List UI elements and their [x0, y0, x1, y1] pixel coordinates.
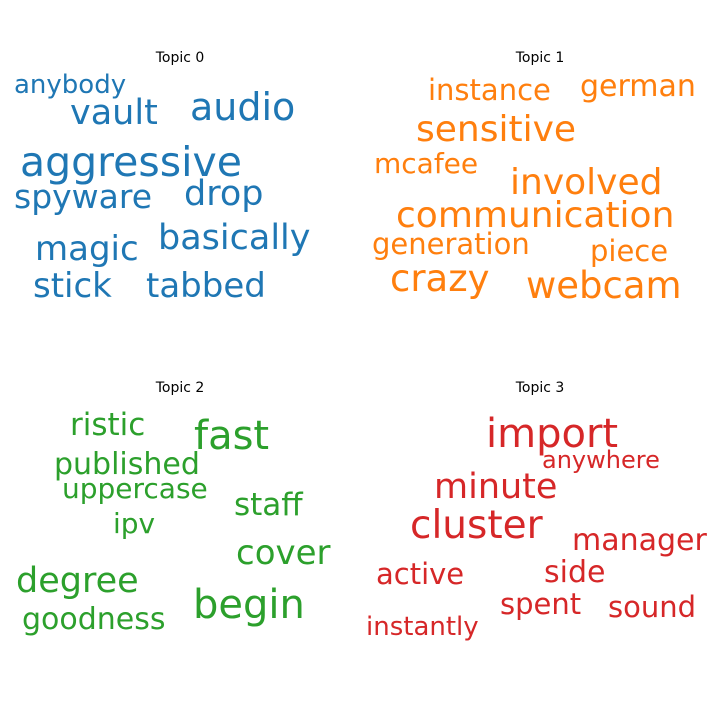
panel-title: Topic 2: [155, 380, 205, 396]
word-communication: communication: [396, 195, 675, 236]
panel-title: Topic 3: [515, 380, 565, 396]
word-magic: magic: [35, 229, 139, 269]
topic-panel-3: Topic 3 import anywhere minute cluster m…: [360, 330, 720, 690]
word-goodness: goodness: [22, 602, 166, 637]
word-webcam: webcam: [526, 264, 682, 307]
word-aggressive: aggressive: [20, 138, 242, 186]
word-import: import: [486, 411, 619, 457]
word-vault: vault: [70, 93, 158, 133]
word-fast: fast: [194, 413, 270, 459]
word-uppercase: uppercase: [62, 472, 208, 505]
word-tabbed: tabbed: [146, 266, 266, 306]
word-mcafee: mcafee: [374, 147, 479, 180]
word-anywhere: anywhere: [542, 446, 660, 474]
word-degree: degree: [16, 561, 139, 601]
panel-title: Topic 1: [515, 50, 565, 66]
word-side: side: [544, 555, 606, 590]
word-instantly: instantly: [366, 612, 479, 642]
word-german: german: [580, 69, 696, 104]
word-published: published: [54, 447, 200, 482]
word-staff: staff: [234, 487, 303, 523]
word-ipv: ipv: [113, 507, 156, 540]
topic-panel-2: Topic 2 ristic fast published uppercase …: [0, 330, 360, 690]
topic-panel-1: Topic 1 instance german sensitive mcafee…: [360, 0, 720, 360]
word-crazy: crazy: [390, 257, 490, 300]
word-spent: spent: [500, 587, 582, 621]
word-stick: stick: [33, 266, 112, 306]
word-anybody: anybody: [14, 70, 127, 100]
word-begin: begin: [193, 582, 305, 628]
word-minute: minute: [434, 467, 558, 507]
word-basically: basically: [158, 218, 311, 258]
word-spyware: spyware: [14, 177, 153, 216]
word-generation: generation: [372, 227, 530, 261]
topic-panel-0: Topic 0 anybody audio vault aggressive s…: [0, 0, 360, 360]
word-cover: cover: [236, 533, 331, 573]
word-audio: audio: [190, 85, 296, 129]
word-sensitive: sensitive: [416, 109, 577, 150]
word-cluster: cluster: [410, 503, 543, 548]
word-sound: sound: [608, 590, 697, 624]
word-piece: piece: [590, 234, 669, 268]
word-instance: instance: [428, 73, 551, 107]
word-ristic: ristic: [70, 407, 146, 443]
word-active: active: [376, 557, 465, 591]
word-drop: drop: [184, 174, 264, 214]
panel-title: Topic 0: [155, 50, 205, 66]
word-manager: manager: [572, 523, 707, 558]
word-involved: involved: [510, 162, 663, 203]
